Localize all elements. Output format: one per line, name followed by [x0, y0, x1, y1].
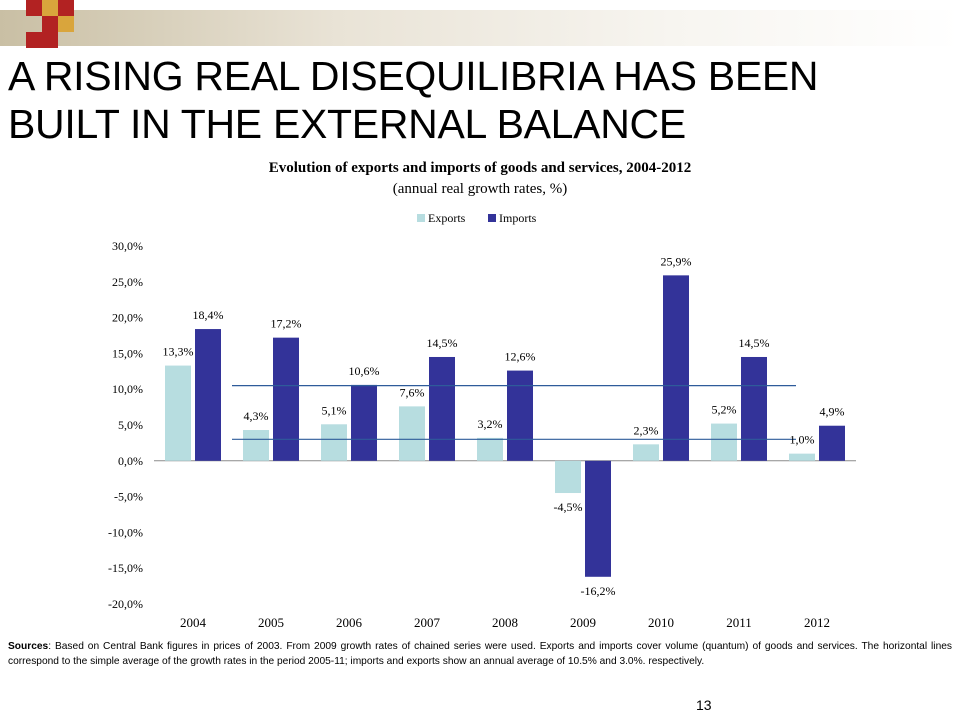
data-label-imports-2006: 10,6% — [349, 364, 380, 378]
slide-title-line-2: BUILT IN THE EXTERNAL BALANCE — [8, 101, 686, 147]
bar-exports-2011 — [711, 423, 737, 461]
data-label-imports-2009: -16,2% — [581, 584, 616, 598]
legend-swatch-exports — [417, 214, 425, 222]
data-label-imports-2008: 12,6% — [505, 350, 536, 364]
y-tick-label: -5,0% — [114, 490, 143, 504]
y-tick-label: 10,0% — [112, 382, 143, 396]
data-label-exports-2007: 7,6% — [400, 385, 425, 399]
data-label-exports-2010: 2,3% — [634, 423, 659, 437]
y-tick-label: 5,0% — [118, 418, 143, 432]
chart-subtitle: (annual real growth rates, %) — [393, 181, 568, 197]
legend-swatch-imports — [488, 214, 496, 222]
bar-exports-2007 — [399, 406, 425, 461]
sources-text: : Based on Central Bank figures in price… — [8, 641, 952, 667]
bar-exports-2006 — [321, 424, 347, 461]
data-label-imports-2004: 18,4% — [193, 308, 224, 322]
y-tick-label: 30,0% — [112, 239, 143, 253]
header-decoration-bar — [0, 10, 960, 46]
bar-exports-2008 — [477, 437, 503, 461]
x-tick-label-2004: 2004 — [180, 615, 207, 630]
data-label-exports-2011: 5,2% — [712, 403, 737, 417]
decoration-square — [42, 32, 58, 48]
page-number: 13 — [696, 697, 712, 713]
decoration-square — [26, 0, 42, 16]
x-tick-label-2009: 2009 — [570, 615, 596, 630]
data-label-exports-2006: 5,1% — [322, 403, 347, 417]
bar-imports-2012 — [819, 425, 845, 461]
data-label-exports-2005: 4,3% — [244, 409, 269, 423]
y-tick-label: 15,0% — [112, 346, 143, 360]
bar-chart: Evolution of exports and imports of good… — [108, 160, 856, 630]
decoration-square — [58, 0, 74, 16]
decoration-square — [42, 16, 58, 32]
x-tick-label-2005: 2005 — [258, 615, 284, 630]
bar-imports-2009 — [585, 460, 611, 577]
y-tick-label: -20,0% — [108, 597, 143, 611]
sources-note: Sources: Based on Central Bank figures i… — [8, 640, 952, 669]
bar-exports-2004 — [165, 365, 191, 461]
y-tick-label: 0,0% — [118, 454, 143, 468]
bar-imports-2010 — [663, 275, 689, 461]
data-label-exports-2009: -4,5% — [554, 500, 583, 514]
x-tick-label-2006: 2006 — [336, 615, 363, 630]
x-tick-label-2007: 2007 — [414, 615, 441, 630]
slide-title-line-1: A RISING REAL DISEQUILIBRIA HAS BEEN — [8, 53, 819, 99]
x-tick-label-2012: 2012 — [804, 615, 830, 630]
data-label-imports-2007: 14,5% — [427, 336, 458, 350]
slide-title: A RISING REAL DISEQUILIBRIA HAS BEEN BUI… — [8, 52, 948, 148]
bar-imports-2011 — [741, 356, 767, 461]
decoration-square — [58, 16, 74, 32]
data-label-imports-2012: 4,9% — [820, 405, 845, 419]
legend-label-exports: Exports — [428, 211, 466, 225]
bar-imports-2005 — [273, 337, 299, 461]
legend-label-imports: Imports — [499, 211, 537, 225]
y-tick-label: -10,0% — [108, 525, 143, 539]
sources-label: Sources — [8, 641, 49, 652]
y-tick-label: 20,0% — [112, 311, 143, 325]
y-tick-label: -15,0% — [108, 561, 143, 575]
decoration-square — [26, 32, 42, 48]
bar-imports-2006 — [351, 384, 377, 461]
x-tick-label-2010: 2010 — [648, 615, 674, 630]
bar-exports-2005 — [243, 430, 269, 461]
bar-exports-2009 — [555, 460, 581, 494]
data-label-imports-2010: 25,9% — [661, 254, 692, 268]
data-label-exports-2008: 3,2% — [478, 417, 503, 431]
x-tick-label-2011: 2011 — [726, 615, 752, 630]
bar-imports-2004 — [195, 329, 221, 461]
bar-imports-2007 — [429, 356, 455, 461]
x-tick-label-2008: 2008 — [492, 615, 518, 630]
data-label-imports-2011: 14,5% — [739, 336, 770, 350]
bar-exports-2010 — [633, 444, 659, 461]
data-label-imports-2005: 17,2% — [271, 317, 302, 331]
bar-imports-2008 — [507, 370, 533, 461]
bar-exports-2012 — [789, 453, 815, 461]
decoration-square — [42, 0, 58, 16]
data-label-exports-2004: 13,3% — [163, 345, 194, 359]
y-tick-label: 25,0% — [112, 275, 143, 289]
chart-title: Evolution of exports and imports of good… — [269, 160, 692, 176]
data-label-exports-2012: 1,0% — [790, 433, 815, 447]
